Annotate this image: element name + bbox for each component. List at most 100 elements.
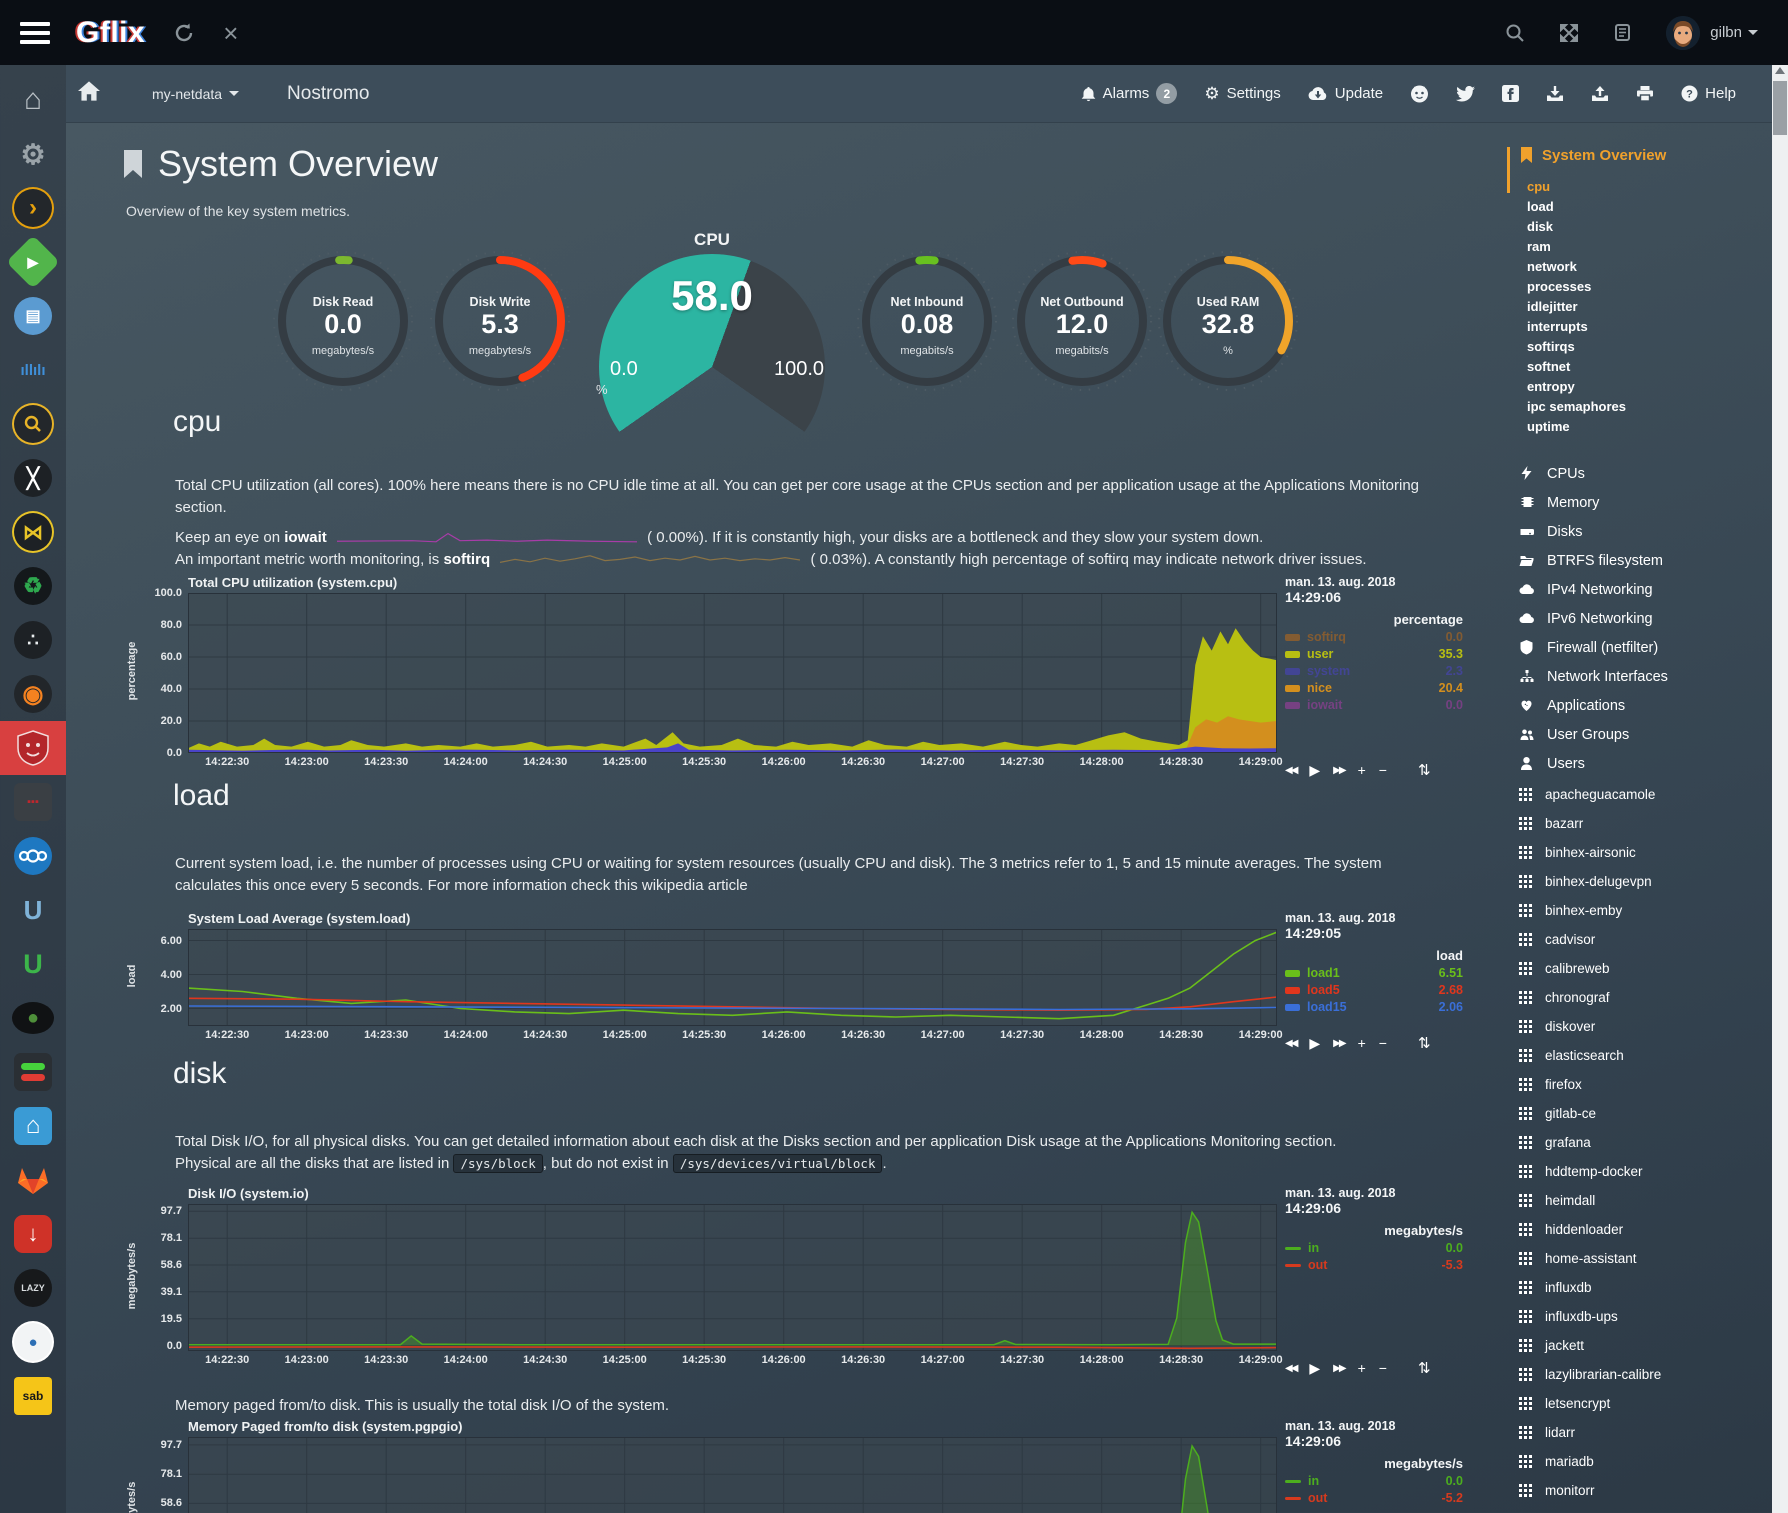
nextcloud-icon[interactable] — [0, 829, 66, 883]
sidebar-item-idlejitter[interactable]: idlejitter — [1527, 299, 1578, 314]
sidebar-item-uptime[interactable]: uptime — [1527, 419, 1570, 434]
sidebar-item-ram[interactable]: ram — [1527, 239, 1551, 254]
sidebar-app-cadvisor[interactable]: cadvisor — [1519, 925, 1661, 954]
gauge-net-outbound[interactable]: Net Outbound 12.0 megabits/s — [1012, 251, 1152, 401]
sidebar-app-hiddenloader[interactable]: hiddenloader — [1519, 1215, 1661, 1244]
alarms-button[interactable]: Alarms 2 — [1081, 83, 1178, 104]
sidebar-app-firefox[interactable]: firefox — [1519, 1070, 1661, 1099]
sidebar-app-binhex-emby[interactable]: binhex-emby — [1519, 896, 1661, 925]
home-icon[interactable]: ⌂ — [0, 73, 66, 127]
sidebar-item-interrupts[interactable]: interrupts — [1527, 319, 1588, 334]
legend-entry-out[interactable]: out -5.3 — [1285, 1257, 1465, 1274]
lazylibrarian-icon[interactable]: LAZY — [0, 1261, 66, 1315]
sidebar-app-influxdb-ups[interactable]: influxdb-ups — [1519, 1302, 1661, 1331]
sidebar-item-load[interactable]: load — [1527, 199, 1554, 214]
user-avatar[interactable] — [1666, 15, 1701, 50]
chart-canvas-disk[interactable] — [187, 1204, 1278, 1351]
sidebar-app-elasticsearch[interactable]: elasticsearch — [1519, 1041, 1661, 1070]
sidebar-item-network[interactable]: network — [1527, 259, 1577, 274]
legend-entry-load5[interactable]: load5 2.68 — [1285, 982, 1465, 999]
airsonic-icon[interactable]: ıllılı — [0, 343, 66, 397]
sidebar-app-diskover[interactable]: diskover — [1519, 1012, 1661, 1041]
home-icon[interactable] — [78, 81, 100, 106]
sidebar-app-letsencrypt[interactable]: letsencrypt — [1519, 1389, 1661, 1418]
sidebar-section-system-overview[interactable]: System Overview — [1520, 147, 1666, 164]
sidebar-app-gitlab-ce[interactable]: gitlab-ce — [1519, 1099, 1661, 1128]
sidebar-app-influxdb[interactable]: influxdb — [1519, 1273, 1661, 1302]
help-button[interactable]: ? Help — [1681, 85, 1736, 102]
kodi-x-icon[interactable]: ╳ — [0, 451, 66, 505]
legend-entry-load15[interactable]: load15 2.06 — [1285, 999, 1465, 1016]
sidebar-app-chronograf[interactable]: chronograf — [1519, 983, 1661, 1012]
chart-zoom-out-button[interactable]: − — [1378, 1035, 1387, 1051]
chart-play-button[interactable]: ▶ — [1309, 761, 1321, 778]
unifi-icon[interactable]: U — [0, 883, 66, 937]
legend-entry-out[interactable]: out -5.2 — [1285, 1490, 1465, 1507]
home-assistant-icon[interactable]: ⌂ — [0, 1099, 66, 1153]
sidebar-section-users[interactable]: Users — [1519, 749, 1668, 778]
changelog-icon[interactable] — [1613, 23, 1632, 42]
sidebar-app-lidarr[interactable]: lidarr — [1519, 1418, 1661, 1447]
plex-icon[interactable]: › — [0, 181, 66, 235]
github-icon[interactable] — [1410, 84, 1429, 103]
chart-rewind-button[interactable]: ◀◀ — [1285, 1362, 1298, 1374]
facebook-icon[interactable] — [1502, 85, 1520, 102]
settings-gear-icon[interactable]: ⚙ — [0, 127, 66, 181]
sidebar-section-disks[interactable]: Disks — [1519, 517, 1668, 546]
gauge-cpu[interactable]: CPU 58.0 0.0 100.0% — [592, 230, 832, 480]
jackett-cubes-icon[interactable]: ▪▪▪ — [0, 775, 66, 829]
sidebar-app-apacheguacamole[interactable]: apacheguacamole — [1519, 780, 1661, 809]
kodi-hat-icon[interactable]: ● — [0, 991, 66, 1045]
hamburger-menu-icon[interactable] — [20, 21, 50, 44]
sidebar-app-binhex-delugevpn[interactable]: binhex-delugevpn — [1519, 867, 1661, 896]
freshrss-recycle-icon[interactable]: ♻ — [0, 559, 66, 613]
chart-resize-handle[interactable]: ⇅ — [1417, 1360, 1431, 1377]
chart-play-button[interactable]: ▶ — [1309, 1034, 1321, 1051]
chart-canvas-cpu[interactable] — [188, 592, 1277, 754]
sidebar-app-lazylibrarian-calibre[interactable]: lazylibrarian-calibre — [1519, 1360, 1661, 1389]
chart-zoom-in-button[interactable]: + — [1357, 762, 1366, 778]
chart-rewind-button[interactable]: ◀◀ — [1285, 764, 1298, 776]
close-icon[interactable]: × — [223, 17, 239, 48]
chart-zoom-out-button[interactable]: − — [1378, 762, 1387, 778]
sidebar-item-ipc-semaphores[interactable]: ipc semaphores — [1527, 399, 1626, 414]
chart-canvas-load[interactable] — [187, 929, 1278, 1026]
sidebar-item-processes[interactable]: processes — [1527, 279, 1592, 294]
sidebar-section-memory[interactable]: Memory — [1519, 488, 1668, 517]
gauge-used-ram[interactable]: Used RAM 32.8% — [1158, 251, 1298, 401]
sidebar-app-mariadb[interactable]: mariadb — [1519, 1447, 1661, 1476]
legend-entry-softirq[interactable]: softirq 0.0 — [1285, 629, 1465, 646]
sidebar-section-applications[interactable]: Applications — [1519, 691, 1668, 720]
upload-icon[interactable] — [1591, 85, 1609, 102]
twitter-icon[interactable] — [1456, 85, 1476, 102]
sidebar-app-grafana[interactable]: grafana — [1519, 1128, 1661, 1157]
chart-canvas-pgpgio[interactable] — [188, 1437, 1277, 1513]
netdata-shield-icon[interactable] — [0, 721, 66, 775]
legend-entry-nice[interactable]: nice 20.4 — [1285, 680, 1465, 697]
sidebar-app-hddtemp-docker[interactable]: hddtemp-docker — [1519, 1157, 1661, 1186]
chart-fastforward-button[interactable]: ▶▶ — [1333, 1362, 1346, 1374]
chart-rewind-button[interactable]: ◀◀ — [1285, 1037, 1298, 1049]
grafana-icon[interactable]: ◉ — [0, 667, 66, 721]
user-menu[interactable]: gilbn — [1710, 24, 1758, 41]
print-icon[interactable] — [1636, 85, 1654, 102]
chart-resize-handle[interactable]: ⇅ — [1417, 1035, 1431, 1052]
settings-button[interactable]: ⚙ Settings — [1204, 83, 1281, 103]
sidebar-app-home-assistant[interactable]: home-assistant — [1519, 1244, 1661, 1273]
download-icon[interactable] — [1546, 85, 1564, 102]
monitorr-status-icon[interactable] — [0, 1045, 66, 1099]
sidebar-app-monitorr[interactable]: monitorr — [1519, 1476, 1661, 1505]
sidebar-item-entropy[interactable]: entropy — [1527, 379, 1575, 394]
sidebar-section-network-interfaces[interactable]: Network Interfaces — [1519, 662, 1668, 691]
gitlab-fox-icon[interactable] — [0, 1153, 66, 1207]
legend-entry-load1[interactable]: load1 6.51 — [1285, 965, 1465, 982]
legend-entry-system[interactable]: system 2.3 — [1285, 663, 1465, 680]
sidebar-item-disk[interactable]: disk — [1527, 219, 1554, 234]
sidebar-item-cpu[interactable]: cpu — [1527, 179, 1551, 194]
sidebar-app-binhex-airsonic[interactable]: binhex-airsonic — [1519, 838, 1661, 867]
search-icon[interactable] — [1505, 23, 1525, 43]
server-dropdown[interactable]: my-netdata — [152, 86, 240, 102]
sidebar-section-user-groups[interactable]: User Groups — [1519, 720, 1668, 749]
chart-zoom-in-button[interactable]: + — [1357, 1360, 1366, 1376]
calibre-icon[interactable]: ▤ — [0, 289, 66, 343]
